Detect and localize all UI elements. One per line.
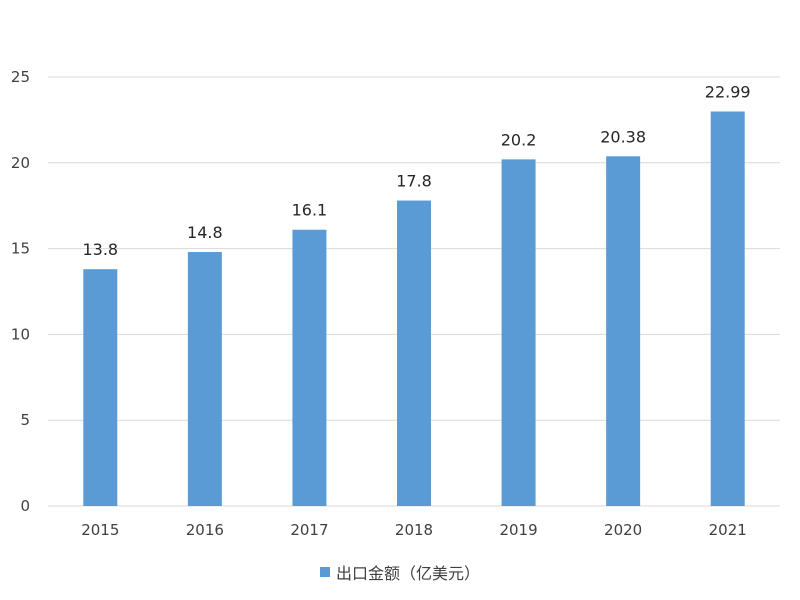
bar-2019 [501, 159, 536, 507]
bar-2017 [292, 229, 327, 506]
data-labels: 13.8 14.8 16.1 17.8 20.2 20.38 22.99 [82, 82, 750, 259]
data-label: 17.8 [396, 172, 432, 191]
y-tick-label: 0 [20, 497, 30, 515]
data-label: 22.99 [705, 82, 751, 101]
x-tick-label: 2020 [604, 521, 642, 539]
y-tick-label: 10 [11, 325, 30, 343]
x-tick-label: 2017 [290, 521, 328, 539]
legend-label: 出口金额（亿美元） [335, 564, 480, 583]
y-axis-ticks: 0 5 10 15 20 25 [11, 68, 30, 515]
data-label: 13.8 [82, 240, 118, 259]
data-label: 14.8 [187, 223, 223, 242]
x-tick-label: 2016 [186, 521, 224, 539]
y-tick-label: 25 [11, 68, 30, 86]
x-tick-label: 2018 [395, 521, 433, 539]
data-label: 16.1 [292, 201, 328, 220]
y-tick-label: 5 [20, 411, 30, 429]
legend-swatch [319, 567, 330, 577]
legend: 出口金额（亿美元） [0, 560, 800, 584]
x-tick-label: 2019 [499, 521, 537, 539]
data-label: 20.2 [501, 130, 537, 149]
x-tick-label: 2021 [709, 521, 747, 539]
data-label: 20.38 [600, 127, 646, 146]
bar-2021 [710, 111, 745, 506]
x-tick-label: 2015 [81, 521, 119, 539]
bar-2018 [397, 200, 431, 506]
y-tick-label: 15 [11, 240, 30, 258]
y-tick-label: 20 [11, 154, 30, 172]
x-axis-ticks: 2015 2016 2017 2018 2019 2020 2021 [81, 521, 747, 539]
bar-2015 [83, 269, 118, 506]
bars [83, 111, 745, 507]
bar-2016 [187, 252, 222, 506]
bar-2020 [606, 156, 641, 506]
